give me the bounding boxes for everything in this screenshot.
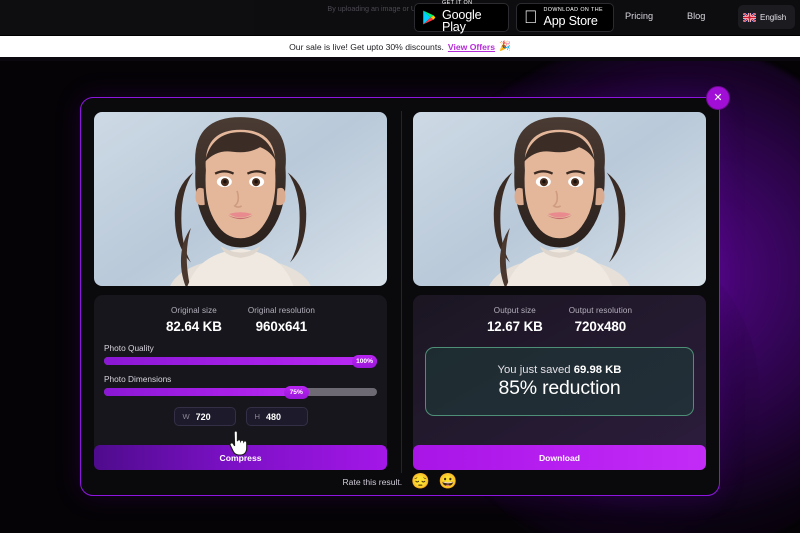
photo-quality-slider[interactable]: 100% (104, 354, 377, 368)
app-store-name: App Store (530, 13, 598, 28)
stat-value: 82.64 KB (166, 319, 222, 334)
stat-value: 12.67 KB (486, 319, 543, 334)
original-photo (94, 112, 387, 286)
photo-quality-slider-block: Photo Quality 100% (94, 343, 387, 368)
apple-icon:  (524, 8, 538, 26)
height-key: H (254, 412, 260, 421)
stat-value: 960x641 (255, 319, 308, 334)
nav-link-pricing[interactable]: Pricing (625, 11, 654, 21)
photo-quality-label: Photo Quality (104, 343, 154, 353)
header-dark-strip (0, 57, 800, 61)
photo-dimensions-slider[interactable]: 75% (104, 385, 377, 399)
photo-dimensions-slider-block: Photo Dimensions 75% (94, 374, 387, 399)
google-play-name: Google Play (442, 7, 482, 35)
output-stats-row: Output size 12.67 KB Output resolution 7… (413, 304, 706, 334)
topbar-left-fill (0, 0, 254, 35)
uk-flag-icon (743, 12, 756, 22)
photo-dimensions-knob[interactable]: 75% (283, 385, 309, 399)
language-selector[interactable]: English (738, 5, 795, 29)
original-panel: Original size 82.64 KB Original resoluti… (81, 98, 400, 495)
savings-line: You just saved 69.98 KB (498, 364, 622, 376)
rate-positive-icon[interactable]: 😀 (438, 473, 458, 490)
rate-result-row: Rate this result. 😔 😀 (81, 474, 719, 489)
photo-dimensions-fill (104, 388, 309, 396)
close-modal-button[interactable]: ✕ (706, 86, 730, 110)
height-value: 480 (265, 411, 282, 422)
stat-output-size: Output size 12.67 KB (487, 306, 543, 334)
app-store-tagline: Download on the (530, 6, 603, 13)
dimension-inputs-row: W 720 H 480 (94, 407, 387, 426)
close-icon: ✕ (713, 91, 723, 104)
rate-negative-icon[interactable]: 😔 (411, 473, 430, 490)
stat-output-resolution: Output resolution 720x480 (569, 306, 632, 334)
stat-original-size: Original size 82.64 KB (166, 306, 222, 334)
height-input[interactable]: H 480 (245, 407, 308, 426)
announcement-bar: Our sale is live! Get upto 30% discounts… (0, 36, 800, 57)
stat-label: Original size (171, 306, 217, 315)
savings-summary-box: You just saved 69.98 KB 85% reduction (425, 347, 694, 416)
compressed-image-preview[interactable] (413, 112, 706, 286)
google-play-badge[interactable]: GET IT ON Google Play (414, 0, 509, 35)
stat-label: Original resolution (247, 306, 315, 315)
compression-result-modal: ✕ (80, 86, 730, 496)
nav-link-blog[interactable]: Blog (687, 11, 706, 21)
google-play-tagline: GET IT ON (442, 0, 473, 7)
output-info-card: Output size 12.67 KB Output resolution 7… (413, 295, 706, 455)
google-play-icon (423, 10, 436, 25)
photo-quality-knob[interactable]: 100% (352, 354, 377, 368)
savings-headline: 85% reduction (498, 376, 621, 399)
width-value: 720 (195, 411, 211, 422)
app-store-text: Download on the App Store (530, 6, 604, 28)
language-label: English (760, 12, 787, 22)
original-image-preview[interactable] (94, 112, 387, 286)
consent-line-1: By uploading an image or URL you agree t (327, 4, 463, 13)
stat-original-resolution: Original resolution 960x641 (248, 306, 315, 334)
top-navigation-bar: By uploading an image or URL you agree t… (0, 0, 800, 36)
download-button[interactable]: Download (413, 445, 706, 470)
compressed-photo (413, 112, 706, 286)
announcement-text: Our sale is live! Get upto 30% discounts… (289, 41, 444, 52)
party-popper-icon: 🎉 (499, 41, 511, 52)
width-key: W (182, 412, 190, 421)
app-store-badge[interactable]:  Download on the App Store (516, 3, 614, 32)
view-offers-link[interactable]: View Offers (447, 41, 496, 52)
savings-amount: 69.98 KB (573, 363, 622, 376)
compress-button[interactable]: Compress (94, 445, 387, 470)
width-input[interactable]: W 720 (173, 407, 236, 426)
photo-dimensions-label: Photo Dimensions (104, 374, 172, 384)
stat-label: Output size (493, 306, 536, 315)
stat-label: Output resolution (568, 306, 633, 315)
original-info-card: Original size 82.64 KB Original resoluti… (94, 295, 387, 455)
savings-prefix: You just saved (497, 363, 574, 376)
original-stats-row: Original size 82.64 KB Original resoluti… (94, 304, 387, 334)
google-play-text: GET IT ON Google Play (442, 0, 500, 35)
stat-value: 720x480 (574, 319, 627, 334)
photo-quality-fill (104, 357, 377, 365)
rate-result-label: Rate this result. (342, 476, 403, 487)
output-panel: Output size 12.67 KB Output resolution 7… (400, 98, 719, 495)
